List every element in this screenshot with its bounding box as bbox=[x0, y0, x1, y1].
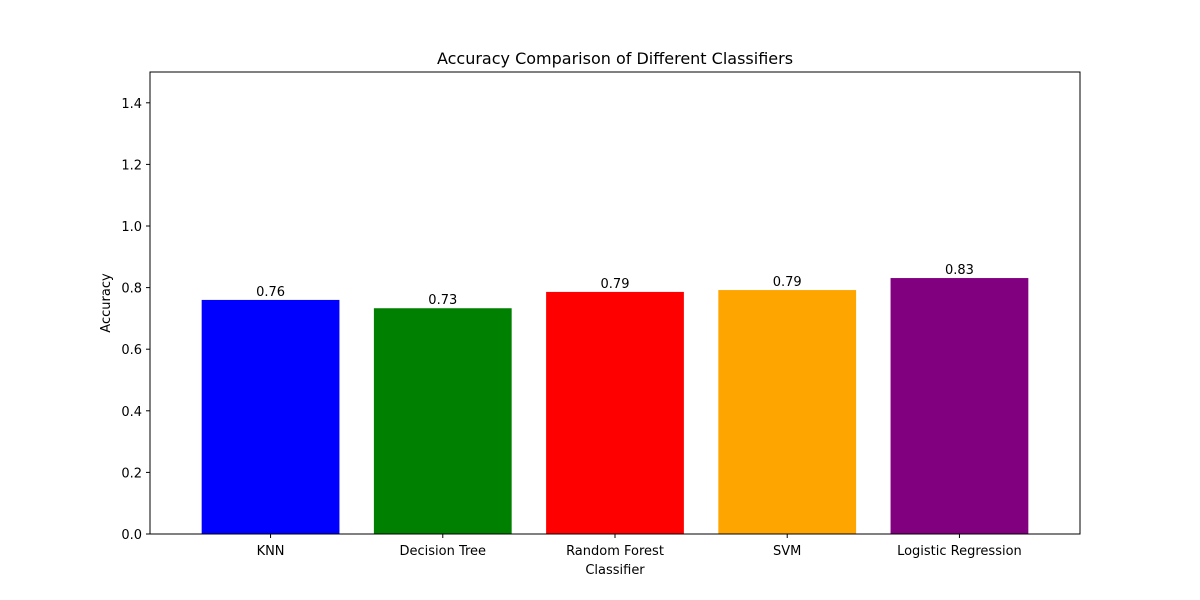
bar-svm bbox=[718, 290, 857, 534]
bar-knn bbox=[201, 299, 340, 534]
y-tick-label: 1.2 bbox=[121, 158, 142, 173]
y-tick-label: 0.6 bbox=[121, 343, 142, 358]
bar-decision-tree bbox=[373, 308, 512, 534]
chart-title: Accuracy Comparison of Different Classif… bbox=[437, 49, 793, 68]
y-axis-ticks: 0.0 0.2 0.4 0.6 0.8 1.0 1.2 1.4 bbox=[121, 97, 150, 543]
bar-value-label: 0.76 bbox=[256, 285, 285, 300]
x-axis-label: Classifier bbox=[585, 563, 645, 578]
bar-value-label: 0.73 bbox=[428, 293, 457, 308]
bar-random-forest bbox=[546, 291, 684, 534]
x-tick-label: Logistic Regression bbox=[897, 544, 1022, 559]
y-axis-label: Accuracy bbox=[99, 273, 114, 333]
bar-value-label: 0.83 bbox=[945, 263, 974, 278]
y-tick-label: 1.4 bbox=[121, 97, 142, 112]
y-tick-label: 0.4 bbox=[121, 405, 142, 420]
y-tick-label: 0.0 bbox=[121, 528, 142, 543]
bar-labels-layer: 0.76 0.73 0.79 0.79 0.83 bbox=[256, 263, 974, 308]
bar-value-label: 0.79 bbox=[601, 277, 630, 292]
y-tick-label: 0.8 bbox=[121, 282, 142, 297]
y-tick-label: 0.2 bbox=[121, 466, 142, 481]
y-tick-label: 1.0 bbox=[121, 220, 142, 235]
x-tick-label: Random Forest bbox=[566, 544, 664, 559]
bars-layer bbox=[201, 278, 1029, 534]
bar-value-label: 0.79 bbox=[773, 275, 802, 290]
x-tick-label: KNN bbox=[257, 544, 285, 559]
x-axis-ticks: KNN Decision Tree Random Forest SVM Logistic… bbox=[257, 534, 1022, 559]
plot-area-frame bbox=[149, 71, 1081, 535]
bar-logistic-regression bbox=[890, 278, 1029, 534]
x-tick-label: SVM bbox=[773, 544, 801, 559]
x-tick-label: Decision Tree bbox=[399, 544, 486, 559]
